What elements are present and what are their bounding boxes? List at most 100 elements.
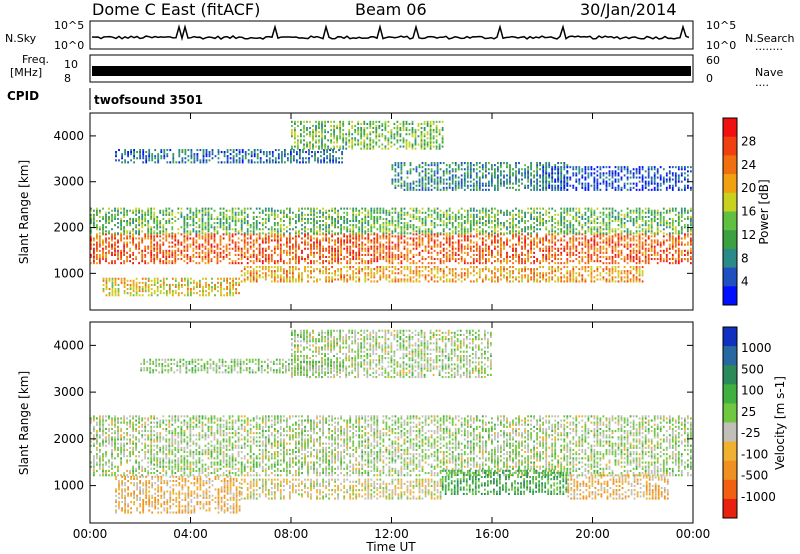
- power-cell: [539, 239, 541, 242]
- power-cell: [653, 209, 656, 212]
- power-cell: [545, 247, 548, 250]
- power-cell: [358, 266, 361, 269]
- power-cell: [189, 243, 192, 246]
- power-cell: [334, 253, 336, 256]
- power-cell: [605, 226, 608, 229]
- power-cell: [566, 251, 569, 254]
- power-cell: [409, 207, 412, 210]
- power-cell: [99, 228, 101, 231]
- power-cell: [635, 207, 638, 210]
- power-cell: [397, 237, 400, 240]
- power-cell: [641, 260, 644, 263]
- power-cell: [653, 211, 656, 214]
- power-cell: [430, 213, 433, 216]
- power-cell: [352, 213, 355, 216]
- power-cell: [204, 232, 207, 235]
- power-cell: [391, 280, 394, 283]
- power-cell: [135, 285, 138, 288]
- power-cell: [596, 258, 599, 261]
- power-cell: [668, 209, 671, 212]
- power-cell: [608, 258, 611, 261]
- power-cell: [174, 255, 177, 258]
- power-cell: [283, 260, 285, 263]
- power-cell: [246, 228, 249, 231]
- power-cell: [457, 217, 460, 220]
- power-cell: [662, 235, 665, 238]
- power-cell: [96, 249, 98, 252]
- power-cell: [554, 247, 557, 250]
- power-cell: [530, 228, 532, 231]
- power-cell: [264, 272, 267, 275]
- power-cell: [382, 274, 385, 277]
- power-cell: [530, 270, 532, 273]
- power-cell: [391, 241, 394, 244]
- nsearch-dots: ........: [755, 40, 783, 53]
- power-cell: [108, 288, 111, 291]
- power-cell: [261, 249, 264, 252]
- power-cell: [638, 270, 641, 273]
- power-cell: [319, 224, 321, 227]
- power-cell: [213, 251, 216, 254]
- power-cell: [235, 155, 238, 158]
- power-cell: [560, 237, 563, 240]
- power-cell: [213, 209, 216, 212]
- power-cell: [491, 239, 493, 242]
- power-cell: [171, 292, 174, 295]
- power-cell: [258, 211, 261, 214]
- power-cell: [340, 253, 342, 256]
- power-cell: [545, 239, 548, 242]
- power-cell: [674, 230, 677, 233]
- power-cell: [270, 226, 273, 229]
- power-cell: [659, 215, 662, 218]
- power-cell: [397, 217, 400, 220]
- power-cell: [373, 260, 376, 263]
- power-cell: [300, 135, 302, 138]
- power-cell: [518, 260, 520, 263]
- power-cell: [391, 211, 394, 214]
- power-cell: [202, 161, 205, 164]
- power-cell: [284, 155, 286, 158]
- power-cell: [584, 239, 587, 242]
- power-cell: [162, 230, 165, 233]
- power-cell: [289, 207, 291, 210]
- power-cell: [144, 285, 147, 288]
- power-cell: [638, 255, 641, 258]
- power-cell: [584, 266, 587, 269]
- power-cell: [680, 237, 683, 240]
- power-cell: [454, 230, 457, 233]
- power-cell: [539, 215, 541, 218]
- power-cell: [400, 262, 403, 265]
- power-cell: [208, 283, 210, 286]
- power-cell: [201, 255, 204, 258]
- power-cell: [635, 270, 638, 273]
- power-cell: [536, 241, 538, 244]
- power-cell: [512, 258, 514, 261]
- power-cell: [228, 243, 231, 246]
- power-cell: [632, 251, 635, 254]
- power-cell: [314, 159, 316, 162]
- power-cell: [551, 245, 554, 248]
- power-cell: [575, 272, 578, 275]
- power-cell: [439, 270, 442, 273]
- power-cell: [379, 209, 382, 212]
- power-cell: [298, 207, 300, 210]
- power-cell: [295, 247, 297, 250]
- power-cell: [388, 247, 391, 250]
- power-cell: [187, 159, 190, 162]
- power-cell: [457, 226, 460, 229]
- power-cell: [500, 272, 502, 275]
- power-cell: [376, 222, 379, 225]
- power-cell: [105, 241, 107, 244]
- power-cell: [123, 247, 125, 250]
- power-cell: [204, 247, 207, 250]
- power-cell: [334, 222, 336, 225]
- power-cell: [261, 217, 264, 220]
- power-cell: [409, 276, 412, 279]
- power-cell: [201, 251, 204, 254]
- power-cell: [656, 253, 659, 256]
- power-cell: [240, 211, 243, 214]
- power-cell: [460, 276, 463, 279]
- power-cell: [142, 155, 145, 158]
- power-cell: [599, 272, 602, 275]
- power-cell: [141, 288, 144, 291]
